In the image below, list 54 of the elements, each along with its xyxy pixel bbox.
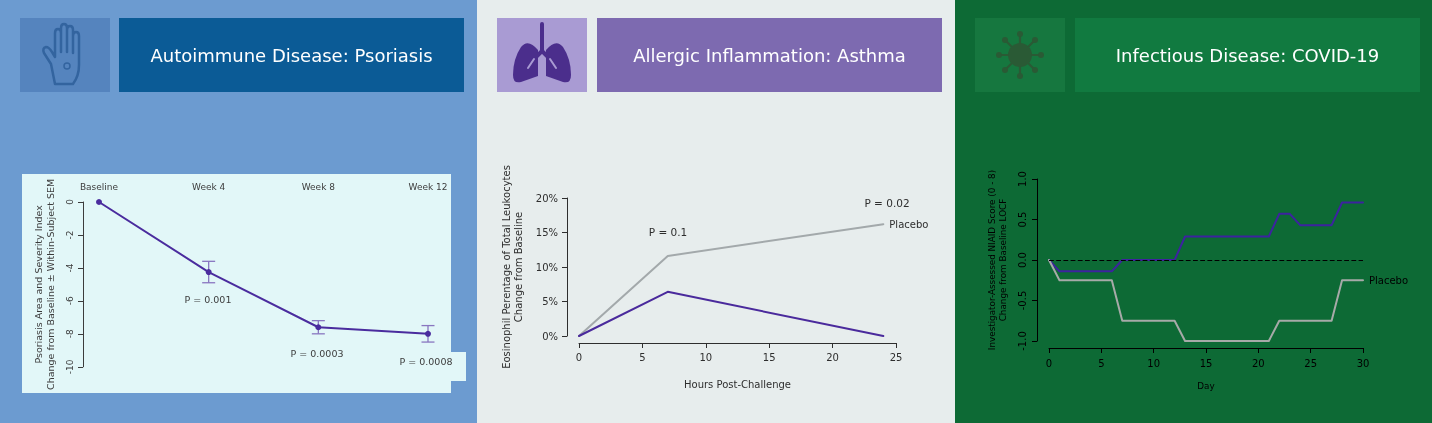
y-tick-label: -2: [64, 230, 75, 240]
y-tick-label: 0.5: [1016, 211, 1028, 228]
x-tick-label: 20: [1251, 357, 1265, 369]
y-tick-label: -0.5: [1016, 290, 1028, 311]
chart-title: Allergic Inflammation: Asthma: [633, 44, 906, 66]
x-tick-label: 5: [639, 351, 646, 363]
point: [96, 199, 102, 205]
annotation: P = 0.02: [864, 197, 910, 209]
x-tick-label: 15: [762, 351, 776, 363]
y-tick-label: 20%: [535, 192, 558, 204]
y-tick-label: 0: [64, 198, 75, 205]
x-tick-label: Week 8: [301, 181, 336, 192]
x-tick-label: 15: [1199, 357, 1213, 369]
y-tick-label: -4: [64, 263, 75, 273]
x-tick-label: 10: [699, 351, 713, 363]
y-axis-title: Eosinophil Perentage of Total Leukocytes Change from Baseline: [501, 165, 525, 369]
x-tick-label: 25: [1304, 357, 1318, 369]
x-tick-label: Week 4: [192, 181, 226, 192]
line-series: [1048, 259, 1364, 342]
annotation: P = 0.0003: [290, 347, 344, 359]
x-tick-label: 25: [889, 351, 903, 363]
x-tick-label: 30: [1356, 357, 1370, 369]
point: [315, 324, 322, 331]
y-tick-label: 0%: [542, 330, 558, 342]
y-tick-label: -8: [64, 329, 75, 339]
y-tick-label: 1.0: [1016, 171, 1028, 187]
x-axis-title: Day: [1197, 380, 1215, 391]
y-tick-label: -10: [64, 359, 75, 375]
x-tick-label: Baseline: [79, 181, 119, 192]
annotation: P = 0.001: [184, 293, 232, 305]
point: [205, 269, 212, 276]
x-tick-label: 10: [1147, 357, 1161, 369]
y-axis-title: Psoriasis Area and Severity Index Change from Baseline ± Within-Subject SEM: [33, 178, 56, 390]
chart-title: Infectious Disease: COVID-19: [1115, 44, 1380, 66]
series-label: Placebo: [889, 218, 929, 230]
x-tick-label: 5: [1098, 357, 1105, 369]
x-tick-label: 0: [575, 351, 583, 363]
line-series: [1048, 201, 1364, 273]
x-axis-title: Hours Post-Challenge: [683, 378, 792, 390]
x-tick-label: 20: [826, 351, 839, 363]
y-axis-title: Investigator-Assessed NIAID Score (0 - 8) Change from Baseline LOCF: [986, 169, 1008, 351]
y-tick-label: 10%: [535, 261, 558, 273]
series-label: Placebo: [1369, 274, 1409, 286]
chart-title: Autoimmune Disease: Psoriasis: [150, 44, 433, 66]
point: [425, 330, 431, 337]
y-tick-label: -1.0: [1016, 331, 1028, 351]
y-tick-label: -6: [64, 296, 75, 306]
x-tick-label: Week 12: [408, 181, 448, 192]
annotation: P = 0.1: [648, 226, 688, 238]
annotation: P = 0.0008: [399, 355, 453, 367]
y-tick-label: 15%: [535, 227, 558, 238]
y-tick-label: 0.0: [1016, 252, 1028, 268]
y-tick-label: 5%: [542, 296, 558, 307]
x-tick-label: 0: [1045, 357, 1053, 369]
